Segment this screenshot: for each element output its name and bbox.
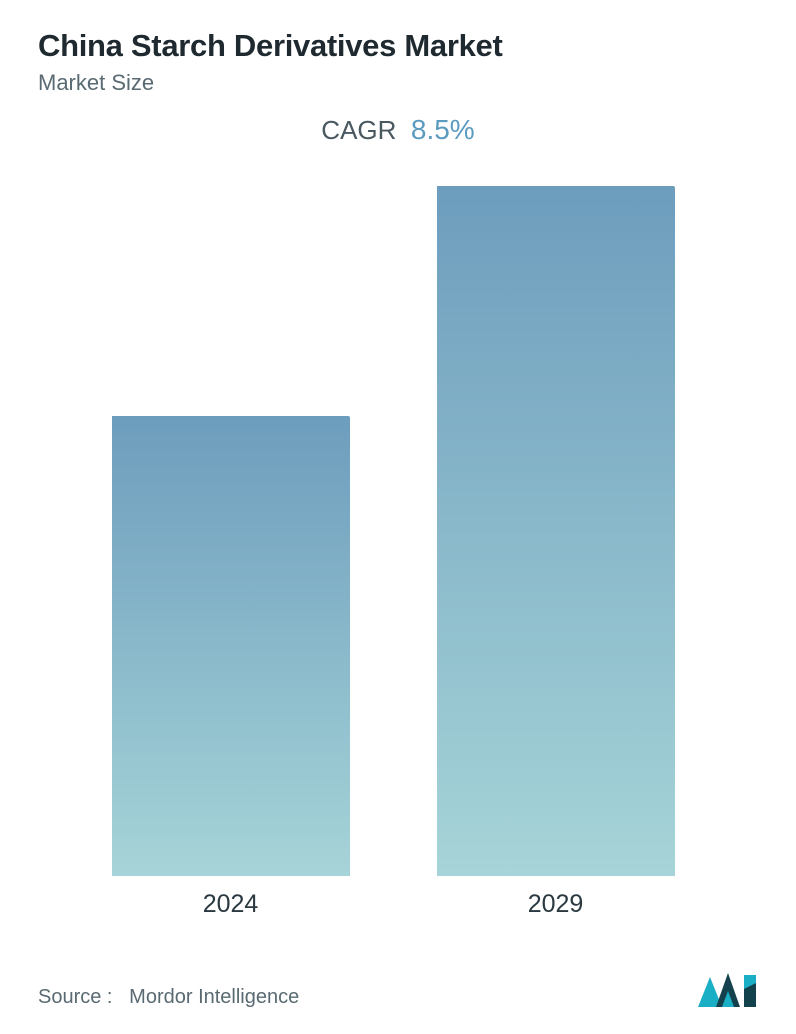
bar-group: 2024 (112, 416, 350, 919)
cagr-value: 8.5% (411, 114, 475, 145)
bar-x-label: 2024 (203, 890, 259, 919)
source-name: Mordor Intelligence (129, 986, 299, 1008)
source-label: Source : (38, 986, 112, 1008)
bar (112, 416, 350, 876)
brand-logo-icon (696, 969, 758, 1009)
cagr-row: CAGR 8.5% (38, 114, 758, 146)
chart-subtitle: Market Size (38, 70, 758, 96)
chart-area: 2024 2029 (38, 186, 758, 929)
chart-title: China Starch Derivatives Market (38, 28, 758, 64)
chart-footer: Source : Mordor Intelligence (38, 949, 758, 1009)
cagr-label: CAGR (321, 115, 396, 145)
bar-x-label: 2029 (528, 890, 584, 919)
source-attribution: Source : Mordor Intelligence (38, 986, 299, 1009)
chart-container: China Starch Derivatives Market Market S… (0, 0, 796, 1034)
bar-group: 2029 (437, 186, 675, 919)
bar (437, 186, 675, 876)
